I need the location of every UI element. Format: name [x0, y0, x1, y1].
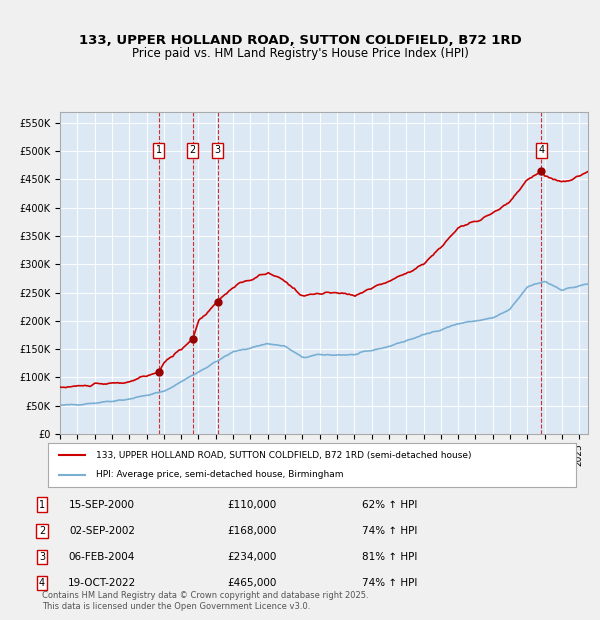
Text: £465,000: £465,000 — [227, 578, 277, 588]
Text: 133, UPPER HOLLAND ROAD, SUTTON COLDFIELD, B72 1RD (semi-detached house): 133, UPPER HOLLAND ROAD, SUTTON COLDFIEL… — [95, 451, 471, 460]
Text: 2: 2 — [190, 145, 196, 155]
Text: 74% ↑ HPI: 74% ↑ HPI — [362, 526, 418, 536]
Text: Contains HM Land Registry data © Crown copyright and database right 2025.
This d: Contains HM Land Registry data © Crown c… — [42, 591, 368, 611]
Text: 06-FEB-2004: 06-FEB-2004 — [69, 552, 135, 562]
Text: Price paid vs. HM Land Registry's House Price Index (HPI): Price paid vs. HM Land Registry's House … — [131, 46, 469, 60]
Text: 62% ↑ HPI: 62% ↑ HPI — [362, 500, 418, 510]
Text: 2: 2 — [39, 526, 45, 536]
Text: 81% ↑ HPI: 81% ↑ HPI — [362, 552, 418, 562]
Text: 1: 1 — [39, 500, 45, 510]
Text: 133, UPPER HOLLAND ROAD, SUTTON COLDFIELD, B72 1RD: 133, UPPER HOLLAND ROAD, SUTTON COLDFIEL… — [79, 34, 521, 47]
Text: 74% ↑ HPI: 74% ↑ HPI — [362, 578, 418, 588]
Text: 3: 3 — [214, 145, 221, 155]
Text: £234,000: £234,000 — [227, 552, 277, 562]
Text: £110,000: £110,000 — [227, 500, 277, 510]
Text: 15-SEP-2000: 15-SEP-2000 — [69, 500, 135, 510]
Text: HPI: Average price, semi-detached house, Birmingham: HPI: Average price, semi-detached house,… — [95, 470, 343, 479]
Text: 3: 3 — [39, 552, 45, 562]
Text: 02-SEP-2002: 02-SEP-2002 — [69, 526, 135, 536]
Text: £168,000: £168,000 — [227, 526, 277, 536]
Text: 4: 4 — [538, 145, 544, 155]
Text: 19-OCT-2022: 19-OCT-2022 — [68, 578, 136, 588]
Text: 4: 4 — [39, 578, 45, 588]
Text: 1: 1 — [156, 145, 162, 155]
